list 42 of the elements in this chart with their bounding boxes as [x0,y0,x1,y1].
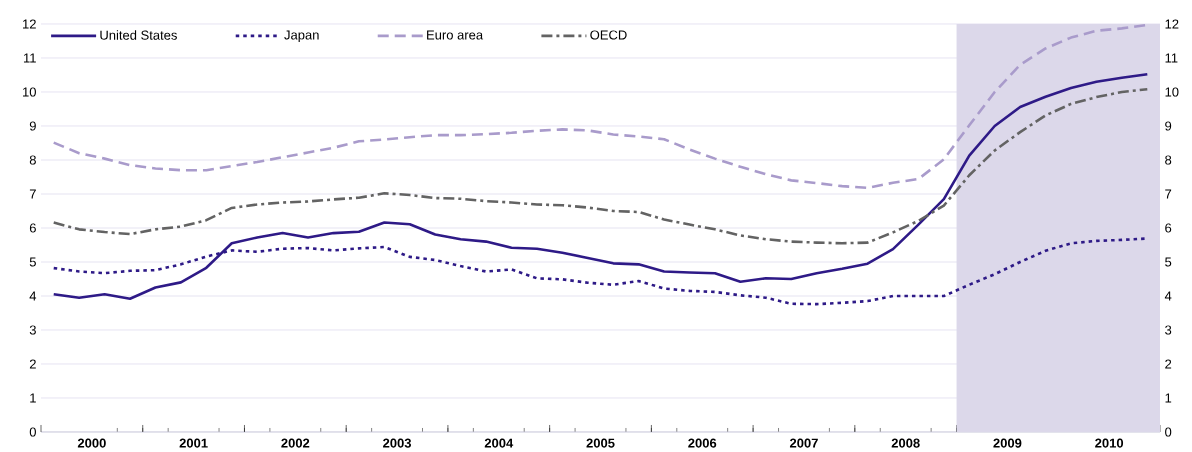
x-tick-label: 2006 [688,438,717,448]
y-tick-label: 1 [30,393,36,403]
y-tick-label: 6 [29,223,36,233]
y2-tick-label: 11 [1165,53,1178,63]
y2-tick-label: 10 [1165,87,1179,97]
x-tick-label: 2010 [1095,438,1124,448]
y2-tick-label: 9 [1165,121,1172,131]
y2-tick-label: 3 [1165,325,1172,335]
x-tick-label: 2007 [789,438,818,448]
y-tick-label: 2 [29,359,36,369]
y-tick-label: 5 [29,257,36,267]
x-tick-label: 2002 [281,438,310,448]
y-tick-label: 12 [23,19,36,29]
x-tick-label: 2001 [179,438,208,448]
y-tick-label: 3 [29,325,36,335]
y2-tick-label: 1 [1165,393,1172,403]
y-tick-label: 0 [29,427,36,437]
y2-tick-label: 2 [1165,359,1172,369]
legend-label: OECD [590,30,627,40]
y-tick-label: 9 [29,121,36,131]
legend-label: United States [100,30,177,40]
x-tick-label: 2004 [484,438,514,448]
x-tick-label: 2008 [891,438,920,448]
x-tick-label: 2000 [77,438,106,448]
y-tick-label: 7 [29,189,36,199]
line-series [52,87,1149,245]
y-tick-label: 4 [29,291,37,301]
y2-tick-label: 6 [1165,223,1172,233]
y2-tick-label: 8 [1165,155,1172,165]
legend-label: Japan [284,30,319,43]
y-tick-label: 11 [23,53,36,63]
y2-tick-label: 0 [1165,427,1172,437]
x-tick-label: 2005 [586,438,615,448]
y2-tick-label: 4 [1164,291,1172,301]
y2-tick-label: 7 [1165,189,1172,199]
y2-tick-label: 12 [1165,19,1179,29]
x-tick-label: 2003 [383,438,412,448]
y-tick-label: 10 [23,87,36,97]
legend-label: Euro area [427,30,484,40]
x-tick-label: 2009 [993,438,1022,448]
y-tick-label: 8 [29,155,36,165]
y2-tick-label: 5 [1165,257,1172,267]
